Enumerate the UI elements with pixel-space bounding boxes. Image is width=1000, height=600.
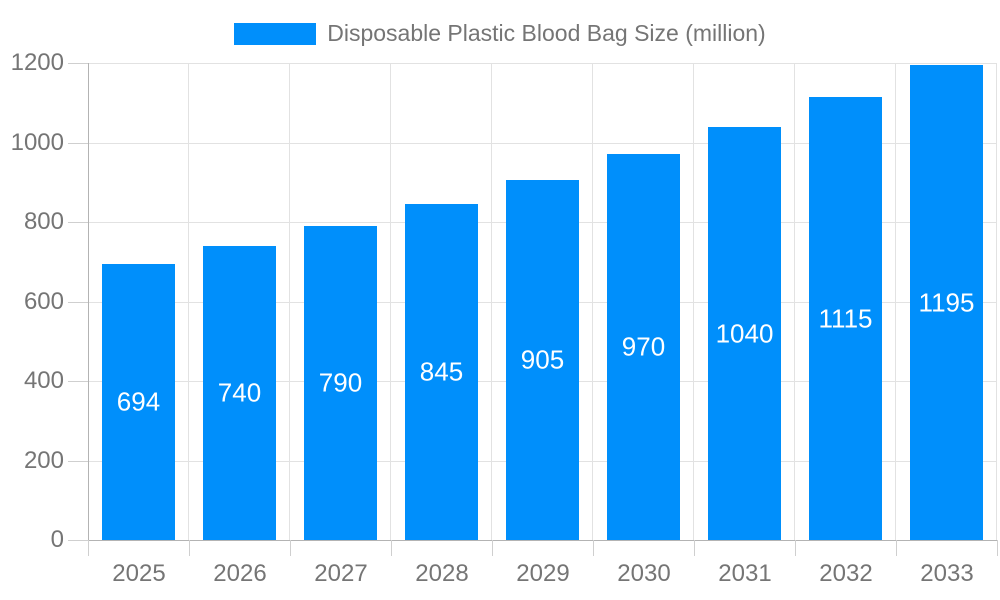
x-tick-mark — [593, 540, 594, 556]
x-tick-mark — [694, 540, 695, 556]
x-tick-mark — [896, 540, 897, 556]
bar-2031[interactable]: 1040 — [708, 127, 781, 540]
x-tick-mark — [88, 540, 89, 556]
y-tick-mark — [68, 540, 88, 541]
bar-2026[interactable]: 740 — [203, 246, 276, 540]
bar-value-label: 1195 — [918, 287, 975, 317]
y-tick-label: 400 — [23, 367, 64, 394]
y-tick-label: 1000 — [10, 129, 64, 156]
y-tick-label: 0 — [50, 526, 64, 553]
y-tick-label: 1200 — [10, 49, 64, 76]
x-tick-label: 2027 — [314, 560, 368, 587]
v-gridline — [390, 63, 391, 540]
legend-label: Disposable Plastic Blood Bag Size (milli… — [327, 20, 766, 46]
bar-2029[interactable]: 905 — [506, 180, 579, 540]
y-tick-label: 800 — [23, 208, 64, 235]
v-gridline — [491, 63, 492, 540]
x-tick-mark — [492, 540, 493, 556]
y-tick-mark — [68, 381, 88, 382]
legend-marker-swatch — [234, 22, 317, 45]
v-gridline — [895, 63, 896, 540]
y-tick-label: 200 — [23, 447, 64, 474]
v-gridline — [693, 63, 694, 540]
bar-value-label: 1115 — [818, 303, 873, 333]
x-axis-line — [88, 540, 998, 541]
x-tick-mark — [290, 540, 291, 556]
h-gridline — [88, 142, 997, 144]
v-gridline — [794, 63, 795, 540]
y-tick-mark — [68, 63, 88, 64]
bar-2033[interactable]: 1195 — [910, 65, 983, 540]
y-tick-label: 600 — [23, 288, 64, 315]
x-tick-label: 2033 — [920, 560, 974, 587]
x-tick-label: 2030 — [617, 560, 671, 587]
v-gridline — [592, 63, 593, 540]
bar-2027[interactable]: 790 — [304, 226, 377, 540]
bar-value-label: 694 — [116, 386, 161, 417]
v-gridline — [289, 63, 290, 540]
x-tick-label: 2029 — [516, 560, 570, 587]
v-gridline — [996, 63, 997, 540]
legend: Disposable Plastic Blood Bag Size (milli… — [0, 20, 1000, 47]
bar-2028[interactable]: 845 — [405, 204, 478, 540]
y-tick-mark — [68, 222, 88, 223]
legend-item[interactable]: Disposable Plastic Blood Bag Size (milli… — [234, 20, 766, 47]
bar-value-label: 970 — [621, 331, 666, 362]
bar-value-label: 740 — [217, 377, 262, 408]
bar-2030[interactable]: 970 — [607, 154, 680, 540]
h-gridline — [88, 63, 997, 64]
v-gridline — [188, 63, 189, 540]
x-tick-label: 2028 — [415, 560, 469, 587]
y-tick-mark — [68, 143, 88, 144]
bar-value-label: 905 — [520, 344, 565, 375]
x-tick-mark — [795, 540, 796, 556]
bar-2032[interactable]: 1115 — [809, 97, 882, 540]
y-tick-mark — [68, 461, 88, 462]
y-axis-line — [88, 63, 89, 541]
bar-value-label: 1040 — [715, 318, 774, 348]
x-tick-label: 2025 — [112, 560, 166, 587]
bar-value-label: 790 — [318, 367, 363, 398]
x-tick-label: 2026 — [213, 560, 267, 587]
x-tick-mark — [391, 540, 392, 556]
bar-value-label: 845 — [419, 356, 464, 387]
x-tick-mark — [997, 540, 998, 556]
x-tick-label: 2032 — [819, 560, 873, 587]
bar-2025[interactable]: 694 — [102, 264, 175, 540]
y-tick-mark — [68, 302, 88, 303]
x-tick-mark — [189, 540, 190, 556]
plot-area: 694 740 790 845 905 970 1040 1115 1195 — [88, 63, 997, 540]
x-tick-label: 2031 — [718, 560, 772, 587]
